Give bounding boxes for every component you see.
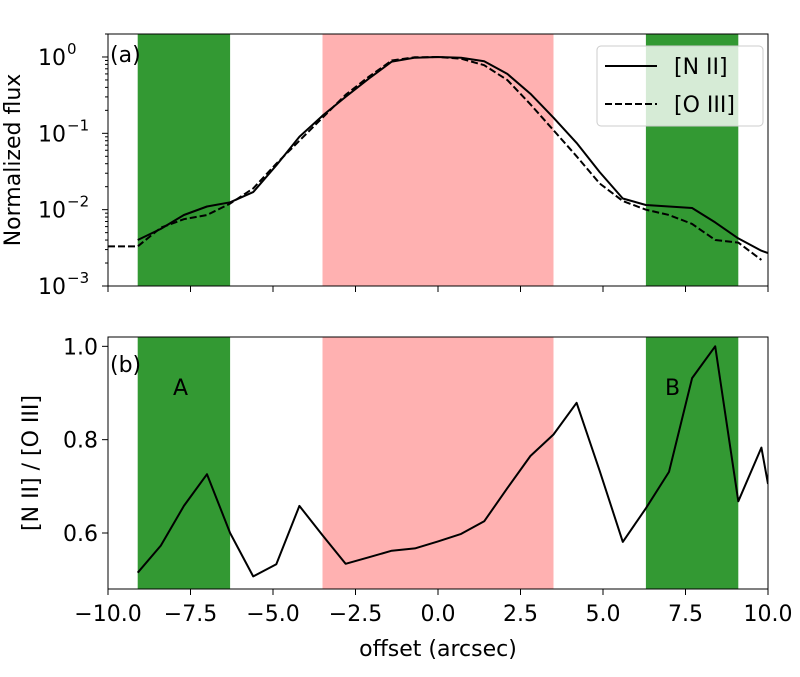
panel-a-region-1 — [322, 34, 554, 286]
panel-b: 0.6 0.8 1.0 −10.0 −7.5 −5.0 −2.5 0.0 2.5 5.0 7.5 1… — [19, 335, 792, 662]
panel-a-ylabel: Normalized flux — [1, 74, 26, 247]
annotation-b: B — [665, 376, 680, 401]
panel-b-xtick-label: 0.0 — [421, 602, 456, 627]
panel-a-series-line-1 — [108, 56, 762, 261]
panel-b-xtick-label: −10.0 — [74, 602, 141, 627]
legend-label-nii: [N II] — [674, 55, 728, 80]
legend: [N II] [O III] — [596, 45, 764, 127]
panel-b-xtick-label: 10.0 — [744, 602, 793, 627]
panel-a-ytick-label: 10 — [38, 275, 66, 300]
panel-b-series-line-0 — [136, 345, 768, 578]
panel-a-ytick-exponent: 0 — [67, 40, 77, 58]
panel-a-ytick-exponent: −1 — [67, 116, 89, 134]
panel-b-xtick-label: −2.5 — [329, 602, 382, 627]
panel-a-series-line-0 — [137, 56, 768, 255]
panel-b-xtick-label: 5.0 — [586, 602, 621, 627]
panel-b-xtick-label: 2.5 — [503, 602, 538, 627]
panel-b-ytick-label: 0.8 — [63, 429, 98, 454]
annotation-a: A — [173, 376, 188, 401]
panel-b-ytick-label: 1.0 — [63, 335, 98, 360]
panel-a-region-0 — [137, 34, 231, 286]
panel-b-ytick-label: 0.6 — [63, 522, 98, 547]
panel-a-ytick-exponent: −2 — [67, 193, 89, 211]
panel-b-region-1 — [322, 337, 554, 589]
panel-a-ytick-label: 10 — [38, 122, 66, 147]
x-axis-label: offset (arcsec) — [359, 637, 517, 662]
panel-b-xtick-label: −5.0 — [246, 602, 299, 627]
panel-a-ytick-label: 10 — [38, 46, 66, 71]
panel-a-ytick-exponent: −3 — [67, 269, 89, 287]
panel-b-label: (b) — [110, 353, 141, 378]
panel-b-ylabel: [N II] / [O III] — [19, 395, 44, 531]
panel-a-ytick-label: 10 — [38, 199, 66, 224]
panel-a-label: (a) — [110, 43, 141, 68]
panel-b-region-0 — [137, 337, 231, 589]
legend-label-oiii: [O III] — [674, 93, 735, 118]
panel-b-xtick-label: −7.5 — [164, 602, 217, 627]
panel-b-xtick-label: 7.5 — [668, 602, 703, 627]
panel-b-region-2 — [645, 337, 739, 589]
